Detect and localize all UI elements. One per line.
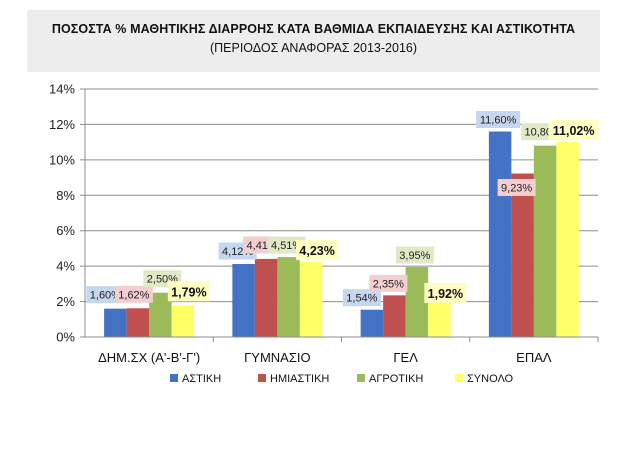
x-category-label: ΓΕΛ — [393, 350, 418, 365]
x-axis-categories: ΔΗΜ.ΣΧ (Α'-Β'-Γ') ΓΥΜΝΑΣΙΟ ΓΕΛ ΕΠΑΛ — [98, 350, 552, 365]
bar — [171, 305, 195, 337]
data-label: 3,95% — [399, 250, 430, 262]
legend-label: ΗΜΙΑΣΤΙΚΗ — [270, 373, 329, 385]
bar — [277, 257, 300, 337]
data-label-box — [342, 289, 381, 307]
y-tick-label: 10% — [49, 152, 75, 167]
data-labels: 1,60%1,62%2,50%1,79%4,12%4,41%4,51%4,23%… — [86, 111, 599, 307]
chart-subtitle: (ΠΕΡΙΟΔΟΣ ΑΝΑΦΟΡΑΣ 2013-2016) — [209, 41, 418, 55]
bar — [360, 309, 384, 337]
bar — [405, 267, 429, 337]
data-label: 4,51% — [271, 240, 302, 252]
axes — [84, 89, 599, 342]
y-tick-label: 14% — [49, 82, 75, 97]
bar — [299, 262, 323, 337]
data-label-box — [548, 119, 599, 140]
data-label-box — [296, 240, 339, 261]
data-label: 4,23% — [299, 244, 334, 258]
bar — [383, 295, 406, 337]
legend: ΑΣΤΙΚΗ ΗΜΙΑΣΤΙΚΗ ΑΓΡΟΤΙΚΗ ΣΥΝΟΛΟ — [170, 373, 514, 385]
x-category-label: ΔΗΜ.ΣΧ (Α'-Β'-Γ') — [98, 350, 200, 365]
data-label: 2,35% — [373, 278, 404, 290]
y-tick-label: 12% — [49, 117, 75, 132]
bar — [428, 302, 451, 337]
legend-swatch — [357, 374, 365, 382]
data-label-box — [114, 285, 153, 303]
bar — [149, 292, 172, 337]
legend-swatch — [258, 374, 266, 382]
data-label: 1,79% — [171, 285, 206, 299]
data-label: 9,23% — [501, 182, 532, 194]
x-category-label: ΓΥΜΝΑΣΙΟ — [244, 350, 310, 365]
y-tick-label: 8% — [56, 188, 75, 203]
legend-label: ΑΣΤΙΚΗ — [182, 373, 221, 385]
x-category-label: ΕΠΑΛ — [516, 350, 552, 365]
legend-swatch — [170, 374, 178, 382]
data-label: 1,54% — [346, 293, 377, 305]
data-label: 11,02% — [553, 124, 595, 138]
bar — [126, 308, 150, 337]
data-label: 1,60% — [90, 290, 121, 302]
bar — [104, 308, 127, 337]
y-tick-label: 4% — [56, 259, 75, 274]
data-label: 1,62% — [118, 289, 149, 301]
bar — [533, 145, 557, 337]
data-label-box — [476, 111, 521, 129]
y-tick-label: 0% — [56, 330, 75, 345]
bar — [232, 264, 255, 337]
bar — [488, 131, 512, 337]
legend-swatch — [455, 374, 463, 382]
bar — [254, 258, 278, 337]
bar — [511, 173, 534, 337]
data-label-box — [497, 178, 536, 196]
bars — [104, 131, 579, 337]
y-tick-label: 2% — [56, 294, 75, 309]
legend-label: ΣΥΝΟΛΟ — [467, 373, 514, 385]
data-label: 1,92% — [428, 287, 463, 301]
y-tick-label: 6% — [56, 223, 75, 238]
data-label-box — [424, 282, 467, 303]
data-label-box — [369, 274, 408, 292]
data-label-box — [395, 246, 434, 264]
bar — [556, 141, 579, 337]
chart-title: ΠΟΣΟΣΤΑ % ΜΑΘΗΤΙΚΗΣ ΔΙΑΡΡΟΗΣ ΚΑΤΑ ΒΑΘΜΙΔ… — [51, 22, 576, 36]
title-band: ΠΟΣΟΣΤΑ % ΜΑΘΗΤΙΚΗΣ ΔΙΑΡΡΟΗΣ ΚΑΤΑ ΒΑΘΜΙΔ… — [27, 10, 600, 72]
legend-label: ΑΓΡΟΤΙΚΗ — [369, 373, 423, 385]
y-axis-ticks: 0% 2% 4% 6% 8% 10% 12% 14% — [49, 82, 75, 345]
data-label: 11,60% — [480, 115, 517, 127]
data-label-box — [167, 281, 210, 302]
